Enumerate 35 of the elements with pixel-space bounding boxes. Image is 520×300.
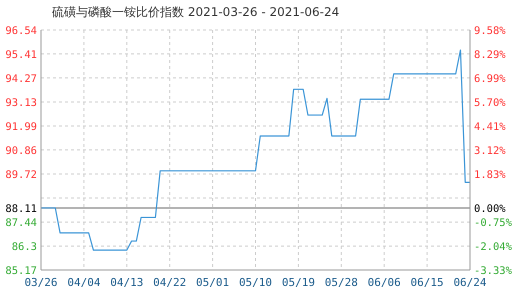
y-tick-label: 90.86 [5,144,37,157]
y2-tick-label: 5.70% [474,97,506,110]
y-tick-label: 91.99 [5,121,37,134]
y-tick-label: 86.3 [12,241,37,254]
x-tick-label: 06/24 [453,276,487,289]
y-tick-label: 96.54 [5,25,37,37]
x-tick-label: 03/26 [24,276,58,289]
y2-tick-label: -2.04% [474,241,513,254]
y2-tick-label: 0.00% [474,203,506,216]
y2-tick-label: 3.12% [474,145,506,158]
y-tick-label: 94.27 [5,72,37,85]
x-tick-label: 05/19 [282,276,315,289]
y2-tick-label: 4.41% [474,121,506,134]
y-tick-label: 88.11 [5,202,37,215]
line-series [41,49,470,251]
y2-tick-label: -3.33% [474,265,513,277]
y2-tick-label: -0.75% [474,217,513,230]
x-tick-label: 05/10 [238,276,272,289]
y2-tick-label: 8.29% [474,48,506,61]
y-tick-label: 93.13 [5,96,37,109]
x-tick-label: 04/13 [110,276,144,289]
x-tick-label: 04/04 [67,276,101,289]
y-tick-label: 87.44 [5,217,37,230]
x-tick-label: 05/28 [324,276,358,289]
y2-tick-label: 9.58% [474,25,506,37]
x-tick-label: 04/22 [153,276,186,289]
x-tick-label: 06/06 [368,276,401,289]
x-tick-label: 05/01 [196,276,230,289]
x-tick-label: 06/15 [410,276,444,289]
y2-tick-label: 1.83% [474,169,506,182]
y-tick-label: 89.72 [5,168,37,181]
y2-tick-label: 6.99% [474,73,506,86]
y-tick-label: 85.17 [5,265,37,277]
chart-title: 硫磺与磷酸一铵比价指数 2021-03-26 - 2021-06-24 [52,4,340,21]
y-tick-label: 95.41 [5,48,37,61]
